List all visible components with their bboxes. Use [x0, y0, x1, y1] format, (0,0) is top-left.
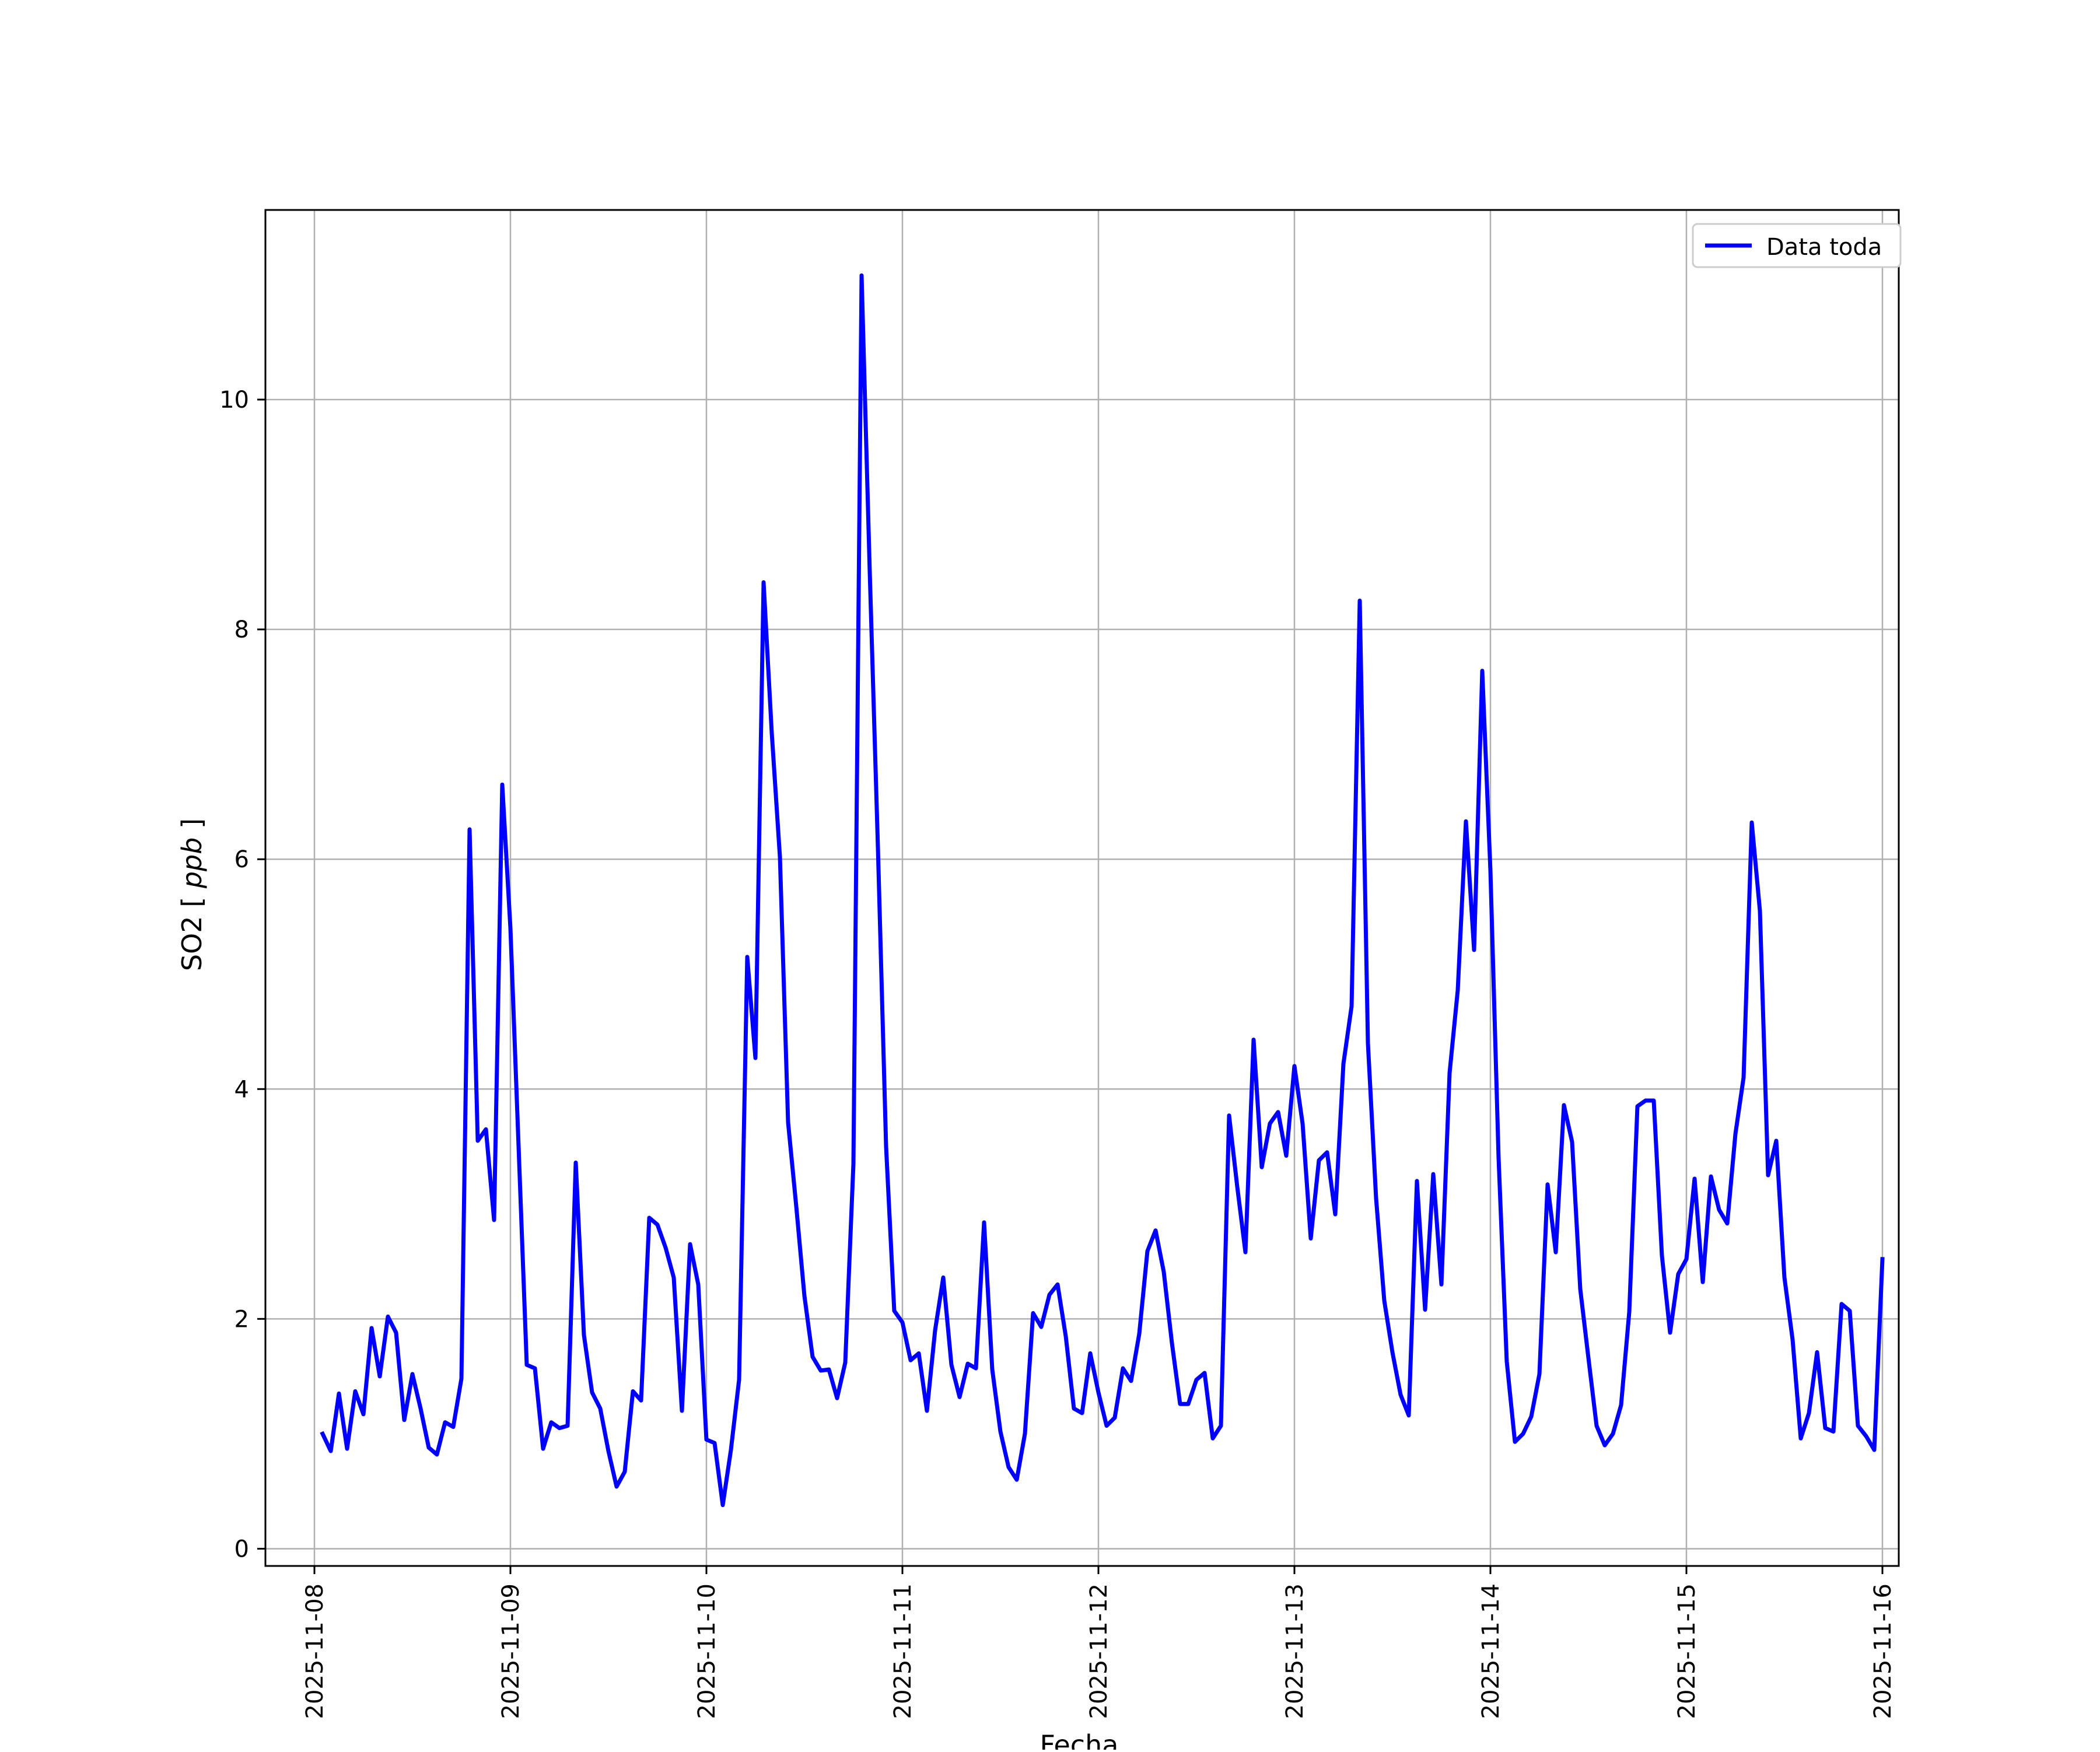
y-tick-label-0: 0	[235, 1536, 249, 1562]
y-axis-label-quantity: SO2	[176, 916, 208, 971]
y-tick-label-10: 10	[219, 387, 249, 414]
x-tick-label-2025-11-10: 2025-11-10	[694, 1583, 720, 1719]
y-tick-label-4: 4	[235, 1076, 249, 1103]
x-tick-label-2025-11-12: 2025-11-12	[1086, 1583, 1112, 1719]
grid-lines	[265, 210, 1899, 1566]
x-tick-label-2025-11-13: 2025-11-13	[1282, 1583, 1308, 1719]
x-axis-ticks: 2025-11-08 2025-11-09 2025-11-10 2025-11-11…	[302, 1566, 1896, 1719]
axes-frame	[264, 209, 1900, 1567]
y-axis-label-unit: ppb	[176, 838, 208, 889]
y-axis-label-close-bracket: ]	[176, 818, 208, 829]
legend-label-data-toda: Data toda	[1766, 234, 1882, 261]
x-tick-label-2025-11-11: 2025-11-11	[890, 1583, 916, 1719]
x-tick-label-2025-11-15: 2025-11-15	[1674, 1583, 1700, 1719]
y-axis-ticks: 0 2 4 6 8 10	[219, 387, 265, 1562]
y-tick-label-2: 2	[235, 1306, 249, 1333]
series-layer	[320, 273, 1885, 1508]
legend: Data toda	[1692, 223, 1902, 268]
y-axis-label: SO2 [ ppb ]	[176, 818, 208, 971]
y-axis-label-open-bracket: [	[176, 897, 208, 907]
plot-area-frame	[264, 209, 1900, 1567]
series-line-0	[320, 273, 1885, 1508]
x-tick-label-2025-11-14: 2025-11-14	[1478, 1583, 1504, 1719]
y-tick-label-8: 8	[235, 616, 249, 643]
x-tick-label-2025-11-08: 2025-11-08	[302, 1583, 328, 1719]
x-axis-label: Fecha	[1040, 1729, 1119, 1750]
x-tick-label-2025-11-16: 2025-11-16	[1870, 1583, 1896, 1719]
legend-box	[1692, 223, 1902, 268]
x-tick-label-2025-11-09: 2025-11-09	[498, 1583, 524, 1719]
y-tick-label-6: 6	[235, 846, 249, 873]
